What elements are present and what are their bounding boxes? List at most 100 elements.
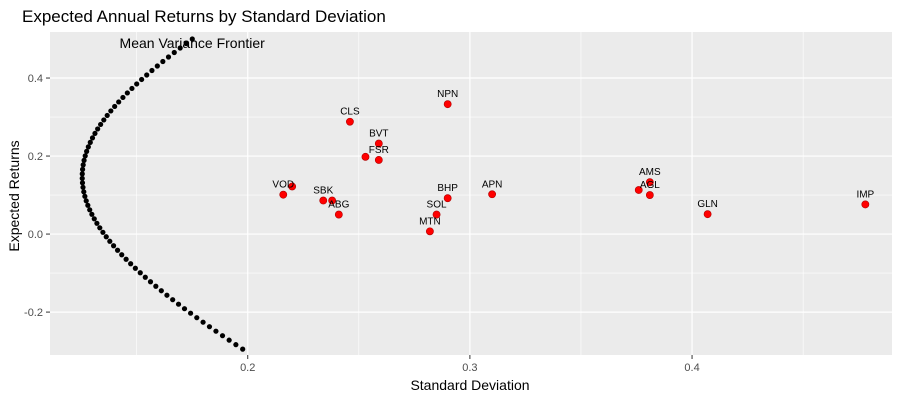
asset-label: BHP <box>437 183 458 194</box>
asset-point <box>443 194 452 203</box>
frontier-point <box>171 49 177 56</box>
frontier-point <box>219 333 226 339</box>
frontier-point <box>80 184 86 190</box>
frontier-point <box>164 292 170 298</box>
frontier-point <box>177 45 183 51</box>
frontier-point <box>233 342 239 348</box>
asset-point <box>861 200 870 209</box>
x-tick-label: 0.2 <box>240 362 255 374</box>
frontier-point <box>194 315 200 321</box>
frontier-point <box>144 72 150 78</box>
asset-label: SBK <box>313 186 333 197</box>
asset-point <box>703 210 712 219</box>
asset-label: AMS <box>639 167 661 178</box>
frontier-point <box>120 94 126 101</box>
frontier-point <box>129 85 135 92</box>
frontier-point <box>175 301 182 307</box>
asset-point <box>645 191 654 199</box>
frontier-point <box>183 40 189 47</box>
frontier-point <box>112 103 118 110</box>
asset-label: AGL <box>640 180 660 191</box>
asset-label: FSR <box>369 145 389 156</box>
frontier-point <box>116 99 122 105</box>
asset-point <box>288 182 297 191</box>
asset-point <box>432 210 441 219</box>
asset-label: GLN <box>697 199 718 210</box>
frontier-point <box>170 297 176 303</box>
frontier-point <box>95 126 101 132</box>
frontier-point <box>132 265 138 271</box>
asset-label: ABG <box>328 200 349 211</box>
frontier-point <box>181 306 188 312</box>
frontier-points <box>79 36 246 352</box>
frontier-point <box>142 274 148 280</box>
asset-point <box>361 152 370 161</box>
chart-title: Expected Annual Returns by Standard Devi… <box>22 7 386 26</box>
asset-label: MTN <box>419 216 441 227</box>
asset-point <box>645 178 654 187</box>
frontier-point <box>79 175 85 181</box>
asset-label: APN <box>482 179 503 190</box>
frontier-annotation: Mean Variance Frontier <box>120 35 266 51</box>
frontier-point <box>85 144 91 150</box>
asset-label: VOD <box>272 180 294 191</box>
y-tick-label: -0.2 <box>24 307 43 319</box>
asset-label: SOL <box>427 200 447 211</box>
asset-label: IMP <box>856 189 874 200</box>
frontier-point <box>82 193 88 199</box>
x-axis-title: Standard Deviation <box>410 377 529 393</box>
frontier-point <box>124 90 130 96</box>
frontier-point <box>158 288 164 294</box>
y-tick-label: 0.4 <box>28 73 43 85</box>
asset-point <box>319 196 328 205</box>
frontier-point <box>104 112 110 119</box>
frontier-point <box>83 198 89 204</box>
asset-point <box>279 190 288 199</box>
frontier-point <box>110 243 117 249</box>
y-tick-label: 0.2 <box>28 151 43 163</box>
x-tick-label: 0.3 <box>462 362 477 374</box>
frontier-point <box>154 63 160 69</box>
asset-labels: NPN CLS BVT FSR VOD SBK ABG BHP SOL MTN APN AMS AGL G… <box>272 89 874 227</box>
frontier-point <box>94 220 100 226</box>
frontier-point <box>108 108 114 114</box>
x-axis-ticks: 0.2 0.3 0.4 <box>240 355 700 374</box>
frontier-point <box>147 279 154 285</box>
minor-gridlines <box>50 32 892 355</box>
frontier-point <box>101 117 107 123</box>
frontier-point <box>82 153 88 159</box>
asset-label: CLS <box>340 107 360 118</box>
frontier-point <box>87 139 93 145</box>
frontier-point <box>103 234 109 240</box>
frontier-point <box>123 256 129 262</box>
asset-point <box>425 227 434 236</box>
frontier-point <box>80 162 86 168</box>
frontier-point <box>79 171 85 177</box>
frontier-point <box>149 67 155 74</box>
x-tick-label: 0.4 <box>684 362 699 374</box>
frontier-point <box>98 121 104 128</box>
frontier-point <box>137 270 143 276</box>
frontier-point <box>200 319 206 325</box>
frontier-point <box>91 216 97 222</box>
asset-point <box>634 186 643 194</box>
y-axis-title: Expected Returns <box>6 140 22 251</box>
asset-point <box>334 210 343 219</box>
frontier-point <box>107 238 113 244</box>
y-axis-ticks: -0.2 0.0 0.2 0.4 <box>24 73 50 319</box>
frontier-point <box>79 166 86 172</box>
frontier-point <box>97 225 103 231</box>
y-tick-label: 0.0 <box>28 229 43 241</box>
frontier-point <box>213 328 219 334</box>
asset-point <box>346 117 354 126</box>
asset-label: NPN <box>437 89 458 100</box>
frontier-point <box>119 252 125 258</box>
frontier-point <box>128 261 134 267</box>
frontier-point <box>81 189 87 195</box>
asset-point <box>374 156 383 164</box>
asset-label: BVT <box>369 129 388 140</box>
frontier-point <box>165 54 172 60</box>
frontier-point <box>160 58 166 65</box>
